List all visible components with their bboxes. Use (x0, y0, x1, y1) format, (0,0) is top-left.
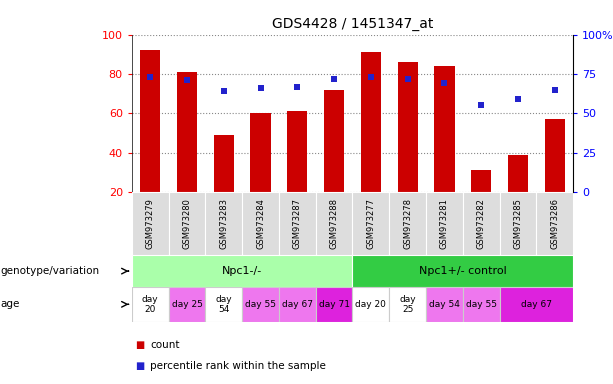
Text: day
54: day 54 (215, 295, 232, 314)
Text: GSM973285: GSM973285 (514, 198, 522, 249)
Text: GSM973280: GSM973280 (183, 198, 191, 249)
Title: GDS4428 / 1451347_at: GDS4428 / 1451347_at (272, 17, 433, 31)
Text: GSM973278: GSM973278 (403, 198, 412, 249)
Bar (177, 72, 197, 192)
Bar (352, 287, 389, 322)
Bar (214, 135, 234, 192)
Text: ■: ■ (135, 340, 144, 350)
Text: day 71: day 71 (319, 300, 349, 309)
Text: day 67: day 67 (282, 300, 313, 309)
Text: day 20: day 20 (356, 300, 386, 309)
Bar (242, 192, 279, 255)
Text: day 25: day 25 (172, 300, 202, 309)
Text: day 67: day 67 (521, 300, 552, 309)
Bar (242, 287, 279, 322)
Bar (500, 192, 536, 255)
Text: age: age (0, 299, 20, 310)
Bar (463, 192, 500, 255)
Bar (352, 192, 389, 255)
Text: Npc1+/- control: Npc1+/- control (419, 266, 507, 276)
Bar (169, 287, 205, 322)
Text: GSM973287: GSM973287 (293, 198, 302, 249)
Text: day 55: day 55 (466, 300, 497, 309)
Text: GSM973279: GSM973279 (146, 198, 154, 249)
Bar (132, 192, 169, 255)
Text: day
25: day 25 (399, 295, 416, 314)
Bar (508, 155, 528, 192)
Bar (398, 62, 418, 192)
Bar (316, 192, 352, 255)
Text: day 54: day 54 (429, 300, 460, 309)
Text: day
20: day 20 (142, 295, 159, 314)
Text: GSM973286: GSM973286 (550, 198, 559, 249)
Bar (536, 192, 573, 255)
Bar (279, 287, 316, 322)
Bar (205, 192, 242, 255)
Text: count: count (150, 340, 180, 350)
Bar (140, 50, 161, 192)
Bar (361, 52, 381, 192)
Text: GSM973277: GSM973277 (367, 198, 375, 249)
Bar (435, 66, 455, 192)
Bar (389, 287, 426, 322)
Bar (463, 287, 500, 322)
Bar (426, 287, 463, 322)
Text: GSM973284: GSM973284 (256, 198, 265, 249)
Bar (545, 119, 565, 192)
Text: GSM973283: GSM973283 (219, 198, 228, 249)
Text: day 55: day 55 (245, 300, 276, 309)
Text: GSM973282: GSM973282 (477, 198, 485, 249)
Bar (205, 287, 242, 322)
Bar (132, 287, 169, 322)
Text: genotype/variation: genotype/variation (0, 266, 99, 276)
Text: GSM973288: GSM973288 (330, 198, 338, 249)
Text: Npc1-/-: Npc1-/- (222, 266, 262, 276)
Bar (251, 113, 271, 192)
Text: GSM973281: GSM973281 (440, 198, 449, 249)
Bar (169, 192, 205, 255)
Bar (500, 287, 573, 322)
Bar (389, 192, 426, 255)
Bar (287, 111, 308, 192)
Bar (352, 255, 573, 287)
Bar (279, 192, 316, 255)
Bar (132, 255, 352, 287)
Text: ■: ■ (135, 361, 144, 371)
Bar (426, 192, 463, 255)
Bar (324, 90, 345, 192)
Text: percentile rank within the sample: percentile rank within the sample (150, 361, 326, 371)
Bar (471, 170, 492, 192)
Bar (316, 287, 352, 322)
